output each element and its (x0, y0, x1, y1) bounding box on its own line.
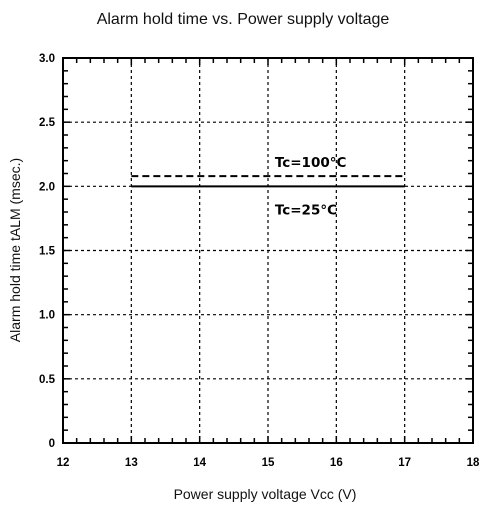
plot-frame (62, 57, 474, 444)
y-tick-label: 1.5 (39, 246, 56, 258)
x-tick-label: 13 (125, 457, 138, 469)
series-annotation: Tc=100°C (275, 155, 347, 171)
x-tick-label: 18 (467, 457, 480, 469)
y-axis-label: Alarm hold time tALM (msec.) (7, 158, 23, 342)
grid (63, 58, 473, 443)
y-tick-label: 2.0 (39, 181, 55, 193)
y-tick-label: 1.0 (39, 310, 55, 322)
y-tick-label: 0 (49, 438, 55, 450)
x-axis-label: Power supply voltage Vcc (V) (174, 486, 357, 502)
x-tick-label: 17 (398, 457, 411, 469)
y-tick-label: 3.0 (39, 53, 55, 65)
y-tick-labels: 0 0.5 1.0 1.5 2.0 2.5 3.0 (39, 53, 56, 450)
x-tick-label: 14 (193, 457, 206, 469)
annotations: Tc=100°C Tc=25°C (275, 155, 347, 218)
y-tick-label: 2.5 (39, 117, 56, 129)
series (131, 175, 405, 188)
series-annotation: Tc=25°C (275, 202, 337, 218)
y-tick-label: 0.5 (39, 374, 56, 386)
x-tick-label: 16 (330, 457, 343, 469)
x-tick-label: 15 (262, 457, 275, 469)
x-tick-label: 12 (57, 457, 70, 469)
x-tick-labels: 12 13 14 15 16 17 18 (57, 457, 480, 469)
chart-title: Alarm hold time vs. Power supply voltage (97, 11, 390, 28)
